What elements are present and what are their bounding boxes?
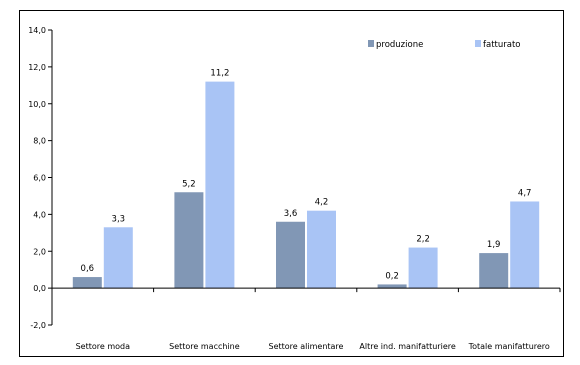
category-label: Altre ind. manifatturiere xyxy=(359,342,455,351)
bar-produzione xyxy=(276,221,305,289)
y-tick-label: 8,0 xyxy=(33,137,46,146)
y-tick-label: 10,0 xyxy=(28,100,46,109)
legend-label-produzione: produzione xyxy=(376,40,423,50)
bar-produzione xyxy=(174,192,204,289)
bar-produzione xyxy=(72,277,102,289)
data-label: 0,2 xyxy=(385,271,399,281)
bar-produzione xyxy=(377,284,407,289)
data-label: 1,9 xyxy=(487,240,501,250)
bar-fatturato xyxy=(205,81,235,289)
y-tick-label: 12,0 xyxy=(28,63,46,72)
y-tick-label: -2,0 xyxy=(30,321,46,330)
data-label: 0,6 xyxy=(81,264,95,274)
legend-swatch-fatturato xyxy=(475,40,481,47)
y-tick-label: 4,0 xyxy=(33,210,46,219)
bar-fatturato xyxy=(103,227,133,289)
data-label: 11,2 xyxy=(210,69,229,79)
category-label: Settore alimentare xyxy=(269,342,344,351)
legend-label-fatturato: fatturato xyxy=(483,40,521,50)
y-tick-label: 14,0 xyxy=(28,26,46,35)
data-label: 4,2 xyxy=(315,198,329,208)
bar-fatturato xyxy=(408,247,438,289)
y-tick-label: 6,0 xyxy=(33,174,46,183)
category-label: Settore macchine xyxy=(169,342,240,351)
category-label: Settore moda xyxy=(76,342,131,351)
data-label: 3,6 xyxy=(284,209,298,219)
data-label: 3,3 xyxy=(112,214,126,224)
category-label: Totale manifatturero xyxy=(468,342,550,351)
data-label: 4,7 xyxy=(518,188,532,198)
bar-produzione xyxy=(479,253,509,289)
bar-fatturato xyxy=(307,210,336,289)
data-label: 2,2 xyxy=(416,235,430,245)
chart-frame xyxy=(19,10,564,357)
bar-fatturato xyxy=(510,201,540,289)
y-tick-label: 0,0 xyxy=(33,284,46,293)
data-label: 5,2 xyxy=(182,179,196,189)
y-tick-label: 2,0 xyxy=(33,247,46,256)
legend-swatch-produzione xyxy=(368,40,374,47)
